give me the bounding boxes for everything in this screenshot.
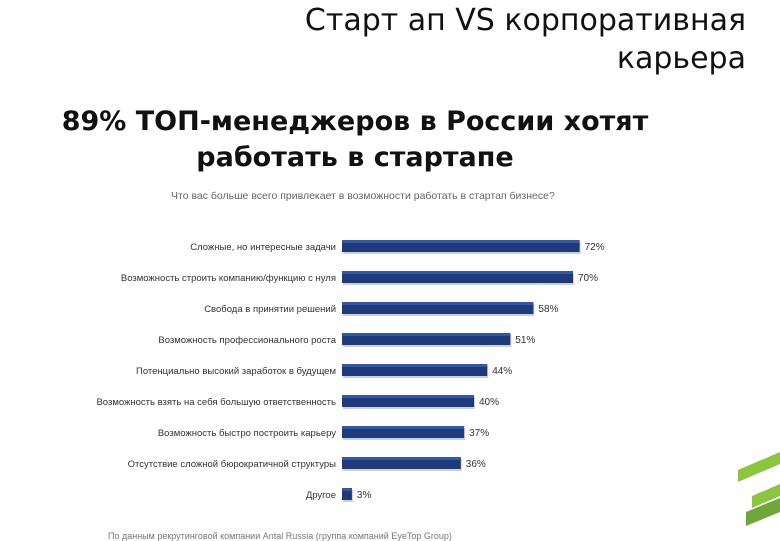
value-label: 37% (469, 428, 489, 439)
bar-highlight (342, 364, 488, 367)
slide-subtitle: 89% ТОП-менеджеров в России хотят работа… (61, 106, 649, 173)
bar-highlight (342, 457, 461, 460)
value-label: 58% (538, 304, 558, 315)
category-label: Потенциально высокий заработок в будущем (136, 366, 336, 377)
chart-title: Что вас больше всего привлекает в возмож… (171, 190, 555, 202)
category-label: Другое (306, 490, 336, 501)
category-label: Возможность взять на себя большую ответс… (96, 397, 336, 408)
bar-highlight (342, 271, 573, 274)
value-label: 72% (585, 242, 605, 253)
category-label: Сложные, но интересные задачи (190, 242, 336, 253)
bar-highlight (342, 302, 534, 305)
category-label: Возможность быстро построить карьеру (158, 428, 336, 439)
category-label: Возможность профессионального роста (158, 335, 336, 346)
value-label: 51% (515, 335, 535, 346)
slide-title: Старт ап VS корпоративная карьера (304, 3, 746, 76)
category-label: Возможность строить компанию/функцию с н… (121, 273, 336, 284)
category-label: Отсутствие сложной бюрократичной структу… (128, 459, 337, 470)
bar-highlight (342, 426, 465, 429)
value-label: 36% (466, 459, 486, 470)
source-note: По данным рекрутинговой компании Antal R… (108, 531, 452, 541)
bar-highlight (342, 488, 352, 491)
bar-highlight (342, 333, 511, 336)
value-label: 40% (479, 397, 499, 408)
value-label: 3% (357, 490, 372, 501)
bar-highlight (342, 240, 580, 243)
category-label: Свобода в принятии решений (204, 304, 336, 315)
bar-highlight (342, 395, 474, 398)
value-label: 44% (492, 366, 512, 377)
value-label: 70% (578, 273, 598, 284)
bar (342, 488, 352, 500)
